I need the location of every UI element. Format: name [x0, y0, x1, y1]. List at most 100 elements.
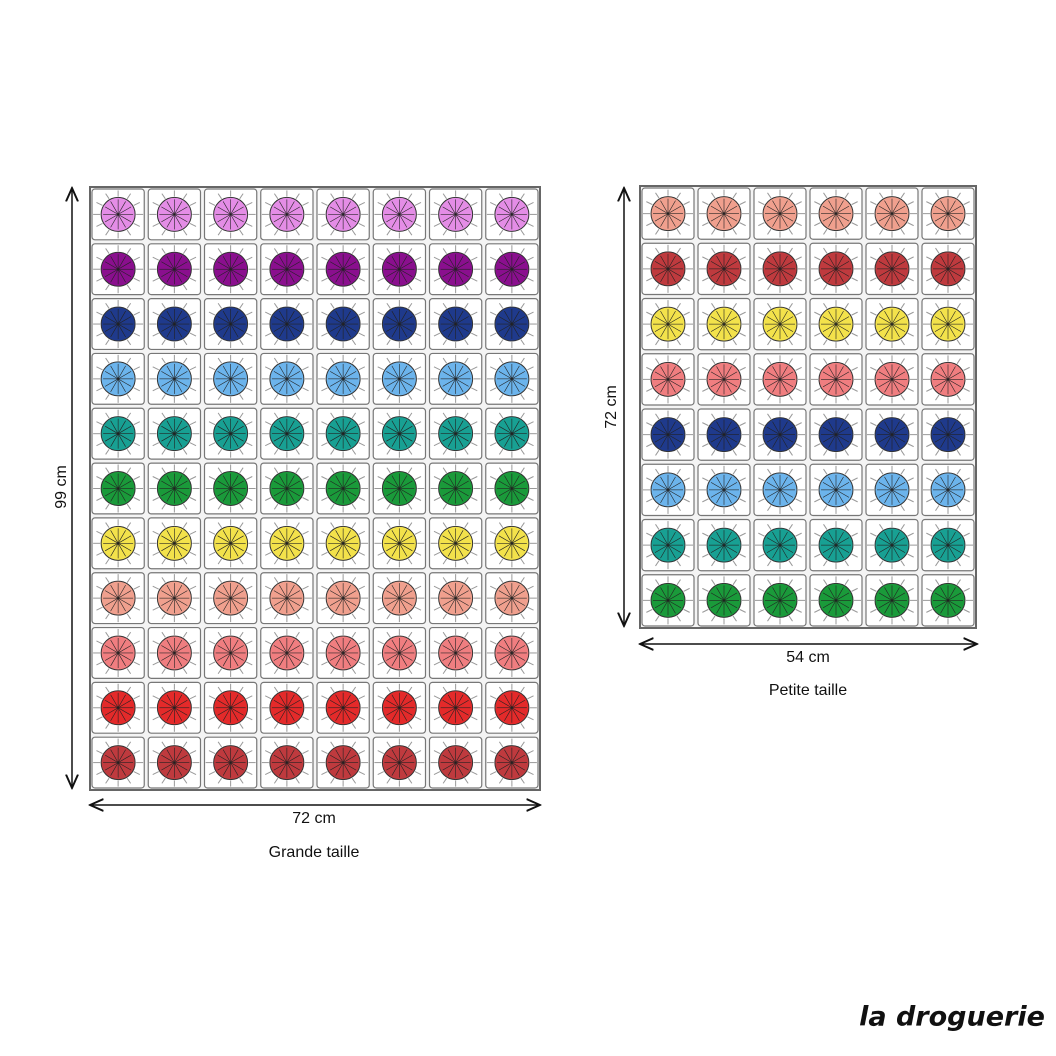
petal-line: [710, 316, 725, 325]
petal-line: [504, 749, 513, 763]
petal-line: [934, 482, 949, 491]
stitch: [879, 303, 884, 309]
petal-line: [217, 700, 231, 709]
petal-line: [723, 489, 732, 504]
petal-line: [723, 421, 732, 435]
stitch: [358, 750, 365, 755]
stitch: [870, 608, 877, 613]
granny-square: [921, 574, 975, 627]
petal-line: [279, 310, 288, 325]
stitch: [823, 228, 828, 235]
stitch: [330, 577, 335, 583]
stitch: [273, 339, 279, 346]
petal-line: [166, 323, 175, 338]
petal-line: [335, 543, 344, 557]
stitch: [245, 201, 253, 206]
stitch: [851, 498, 858, 503]
stitch: [133, 585, 140, 590]
stitch: [239, 248, 244, 254]
petal-line: [442, 206, 456, 215]
stitch: [217, 248, 223, 254]
petal-line: [511, 488, 520, 502]
petal-line: [174, 316, 188, 325]
petal-line: [891, 421, 900, 435]
stitch: [870, 222, 877, 227]
stitch: [302, 277, 309, 282]
stitch: [96, 695, 103, 700]
petal-line: [110, 488, 119, 502]
stitch: [295, 723, 300, 729]
petal-line: [286, 584, 295, 599]
petal-line: [286, 316, 301, 325]
petal-line: [230, 543, 239, 557]
granny-square: [865, 353, 919, 406]
stitch: [676, 615, 681, 622]
petal-line: [723, 379, 738, 388]
stitch: [161, 193, 166, 200]
petal-line: [279, 323, 288, 338]
petal-line: [498, 323, 513, 332]
stitch: [795, 387, 802, 392]
petal-line: [104, 754, 119, 763]
stitch: [520, 558, 525, 565]
petal-line: [891, 205, 906, 214]
petal-line: [766, 268, 781, 277]
petal-line: [511, 480, 526, 489]
stitch: [655, 303, 660, 309]
stitch: [161, 777, 166, 784]
granny-square: [428, 352, 483, 405]
petal-line: [110, 214, 119, 228]
petal-line: [710, 482, 725, 491]
stitch: [351, 448, 357, 455]
stitch: [926, 366, 933, 371]
petal-line: [455, 700, 469, 709]
width-label: 72 cm: [292, 810, 336, 827]
petal-line: [716, 323, 725, 338]
petal-line: [117, 694, 126, 708]
petal-line: [161, 754, 175, 763]
stitch: [655, 579, 660, 586]
petal-line: [286, 762, 295, 776]
stitch: [126, 412, 132, 419]
stitch: [470, 442, 478, 447]
stitch: [239, 302, 244, 309]
petal-line: [335, 420, 344, 434]
petal-line: [654, 205, 669, 214]
stitch: [239, 522, 244, 529]
petal-line: [442, 214, 456, 223]
petal-line: [279, 269, 288, 283]
petal-line: [166, 269, 175, 283]
stitch: [433, 716, 441, 721]
petal-line: [217, 425, 231, 434]
stitch: [273, 357, 279, 364]
stitch: [814, 498, 821, 503]
petal-line: [166, 365, 175, 380]
stitch: [963, 332, 970, 337]
petal-line: [399, 433, 413, 442]
stitch: [956, 358, 961, 365]
petal-line: [884, 489, 893, 504]
petal-line: [710, 426, 725, 435]
stitch: [442, 284, 448, 291]
petal-line: [766, 600, 781, 609]
stitch: [900, 192, 905, 199]
stitch: [295, 631, 300, 638]
stitch: [96, 530, 103, 535]
stitch: [758, 608, 765, 613]
stitch: [407, 284, 413, 291]
petal-line: [286, 323, 295, 338]
petal-line: [286, 425, 301, 434]
stitch: [683, 256, 690, 261]
petal-line: [279, 639, 288, 654]
petal-line: [498, 261, 513, 270]
stitch: [126, 558, 132, 565]
stitch: [273, 448, 279, 455]
stitch: [189, 530, 197, 535]
petal-line: [286, 652, 301, 661]
petal-line: [822, 537, 837, 546]
stitch: [414, 750, 422, 755]
petal-line: [117, 543, 132, 552]
petal-line: [723, 482, 738, 491]
petal-line: [117, 316, 132, 325]
stitch: [870, 553, 877, 558]
